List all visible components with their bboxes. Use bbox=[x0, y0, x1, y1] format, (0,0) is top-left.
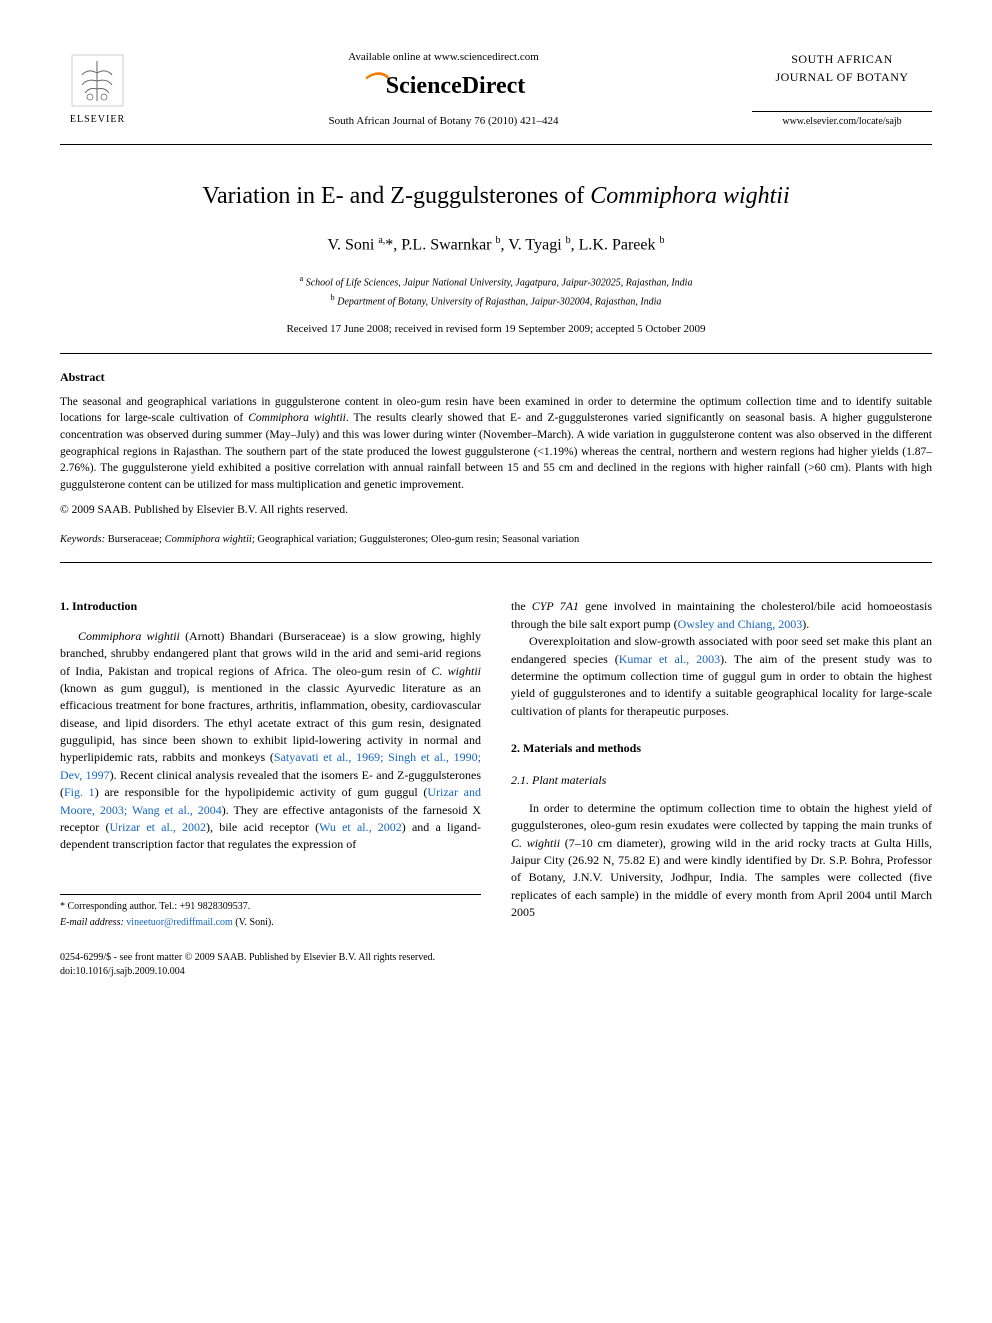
elsevier-logo: ELSEVIER bbox=[60, 50, 135, 127]
corresponding-author-footer: * Corresponding author. Tel.: +91 982830… bbox=[60, 894, 481, 931]
affiliations: a School of Life Sciences, Jaipur Nation… bbox=[60, 272, 932, 311]
abstract-text: The seasonal and geographical variations… bbox=[60, 394, 932, 494]
article-dates: Received 17 June 2008; received in revis… bbox=[60, 322, 932, 337]
journal-url[interactable]: www.elsevier.com/locate/sajb bbox=[752, 111, 932, 129]
article-title: Variation in E- and Z-guggulsterones of … bbox=[60, 180, 932, 214]
abstract-rule-top bbox=[60, 353, 932, 354]
sd-swoosh-icon: ⌒ bbox=[362, 73, 386, 99]
abstract-copyright: © 2009 SAAB. Published by Elsevier B.V. … bbox=[60, 502, 932, 518]
journal-citation: South African Journal of Botany 76 (2010… bbox=[135, 114, 752, 129]
sciencedirect-logo: ⌒ScienceDirect bbox=[135, 70, 752, 104]
journal-name-box: SOUTH AFRICAN JOURNAL OF BOTANY www.else… bbox=[752, 50, 932, 129]
methods-subheading-1: 2.1. Plant materials bbox=[511, 772, 932, 789]
corresponding-email-line: E-mail address: vineetuor@rediffmail.com… bbox=[60, 916, 481, 931]
authors-line: V. Soni a,*, P.L. Swarnkar b, V. Tyagi b… bbox=[60, 234, 932, 257]
keywords-text: Burseraceae; Commiphora wightii; Geograp… bbox=[108, 534, 580, 545]
corresponding-email[interactable]: vineetuor@rediffmail.com bbox=[126, 917, 233, 928]
column-right: the CYP 7A1 gene involved in maintaining… bbox=[511, 598, 932, 930]
header-divider bbox=[60, 144, 932, 145]
methods-paragraph-1: In order to determine the optimum collec… bbox=[511, 800, 932, 922]
abstract-heading: Abstract bbox=[60, 369, 932, 386]
available-online-text: Available online at www.sciencedirect.co… bbox=[135, 50, 752, 65]
journal-name-line1: SOUTH AFRICAN bbox=[752, 50, 932, 68]
intro-heading: 1. Introduction bbox=[60, 598, 481, 615]
center-header: Available online at www.sciencedirect.co… bbox=[135, 50, 752, 129]
journal-name-line2: JOURNAL OF BOTANY bbox=[752, 68, 932, 86]
body-columns: 1. Introduction Commiphora wightii (Arno… bbox=[60, 598, 932, 930]
elsevier-label: ELSEVIER bbox=[60, 113, 135, 127]
intro-paragraph-1: Commiphora wightii (Arnott) Bhandari (Bu… bbox=[60, 628, 481, 854]
methods-heading: 2. Materials and methods bbox=[511, 740, 932, 757]
column-left: 1. Introduction Commiphora wightii (Arno… bbox=[60, 598, 481, 930]
intro-paragraph-2: the CYP 7A1 gene involved in maintaining… bbox=[511, 598, 932, 633]
elsevier-tree-icon bbox=[68, 50, 128, 110]
journal-header: ELSEVIER Available online at www.science… bbox=[60, 50, 932, 129]
abstract-rule-bottom bbox=[60, 562, 932, 563]
corresponding-author: * Corresponding author. Tel.: +91 982830… bbox=[60, 900, 481, 915]
bottom-copyright: 0254-6299/$ - see front matter © 2009 SA… bbox=[60, 951, 932, 979]
intro-paragraph-3: Overexploitation and slow-growth associa… bbox=[511, 633, 932, 720]
keywords-line: Keywords: Burseraceae; Commiphora wighti… bbox=[60, 533, 932, 548]
